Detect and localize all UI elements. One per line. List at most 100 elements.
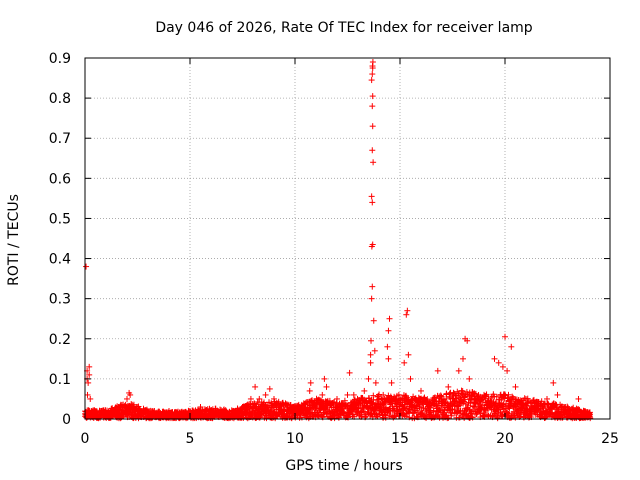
roti-point (313, 399, 319, 406)
roti-point (505, 391, 512, 398)
roti-point (369, 241, 376, 248)
roti-point (84, 391, 91, 398)
roti-point (404, 307, 411, 314)
roti-point (388, 379, 395, 386)
roti-point (533, 403, 540, 410)
roti-point (350, 391, 357, 398)
roti-point (464, 337, 471, 344)
roti-point (569, 407, 576, 414)
roti-point (287, 401, 294, 408)
roti-point (560, 403, 567, 410)
roti-point (239, 403, 246, 410)
roti-point (369, 103, 376, 110)
axis-ticks (84, 57, 611, 420)
roti-point (136, 407, 143, 414)
x-tick-label: 15 (391, 431, 409, 447)
roti-point (127, 391, 134, 398)
x-tick-label: 5 (186, 431, 195, 447)
roti-point (321, 375, 328, 382)
roti-point (329, 399, 336, 406)
roti-point (455, 402, 462, 409)
roti-point (319, 391, 326, 398)
roti-point (346, 369, 353, 376)
roti-point (124, 395, 130, 402)
roti-point (86, 371, 93, 378)
roti-point (187, 407, 193, 414)
y-axis-label: ROTI / TECUs (6, 194, 22, 286)
y-tick-label: 0.1 (49, 372, 71, 388)
roti-point (405, 351, 412, 358)
roti-point (208, 407, 214, 414)
roti-point (296, 407, 303, 414)
roti-point (376, 395, 382, 402)
y-tick-label: 0.5 (49, 211, 71, 227)
roti-point (87, 395, 94, 402)
x-tick-label: 10 (286, 431, 304, 447)
roti-point (306, 387, 313, 394)
roti-point (256, 395, 263, 402)
roti-point (416, 404, 423, 411)
roti-point (472, 395, 479, 402)
roti-point (369, 199, 376, 206)
roti-point (115, 403, 122, 410)
roti-point (271, 395, 277, 402)
roti-point (252, 383, 259, 390)
roti-point (397, 399, 403, 406)
roti-point (476, 401, 483, 408)
roti-point (369, 123, 376, 130)
roti-point (355, 399, 361, 406)
roti-point (401, 359, 408, 366)
roti-point (418, 387, 424, 394)
y-tick-label: 0.6 (49, 171, 71, 187)
roti-point (262, 391, 269, 398)
roti-point (544, 400, 551, 407)
roti-point (523, 395, 529, 402)
y-tick-label: 0.3 (49, 292, 71, 308)
x-axis-label: GPS time / hours (285, 458, 402, 474)
x-tick-label: 25 (601, 431, 619, 447)
roti-point (538, 398, 545, 405)
roti-point (449, 395, 456, 402)
grid-lines (85, 58, 610, 419)
roti-point (334, 395, 340, 402)
y-tick-label: 0.7 (49, 131, 71, 147)
roti-point (145, 409, 151, 416)
roti-point (392, 395, 399, 402)
roti-point (483, 391, 490, 398)
roti-point (88, 407, 95, 414)
roti-point (370, 317, 377, 324)
roti-point (361, 387, 368, 394)
roti-point (229, 407, 235, 414)
roti-point (428, 413, 435, 420)
roti-point (411, 395, 418, 402)
roti-point (407, 375, 414, 382)
roti-point (312, 405, 319, 412)
roti-point (502, 333, 508, 340)
roti-point (86, 363, 93, 370)
roti-point (247, 395, 254, 402)
roti-point (371, 347, 378, 354)
roti-point (575, 395, 582, 402)
roti-point (279, 399, 286, 406)
roti-point (369, 71, 376, 78)
y-tick-label: 0 (62, 412, 71, 428)
roti-point (85, 379, 92, 386)
x-tick-labels: 0 5 10 15 20 25 (81, 431, 619, 447)
x-tick-label: 20 (496, 431, 514, 447)
roti-point (439, 395, 445, 402)
roti-point (586, 409, 593, 416)
roti-point (426, 399, 433, 406)
y-tick-label: 0.2 (49, 332, 71, 348)
roti-point (103, 409, 109, 416)
roti-point (251, 400, 258, 407)
roti-point (368, 337, 375, 344)
roti-point (372, 379, 379, 386)
roti-point (302, 403, 309, 410)
roti-point (382, 414, 389, 421)
roti-point (380, 391, 387, 398)
roti-point (455, 367, 462, 374)
roti-point (504, 409, 511, 416)
roti-point (83, 263, 90, 270)
roti-point (130, 403, 137, 410)
